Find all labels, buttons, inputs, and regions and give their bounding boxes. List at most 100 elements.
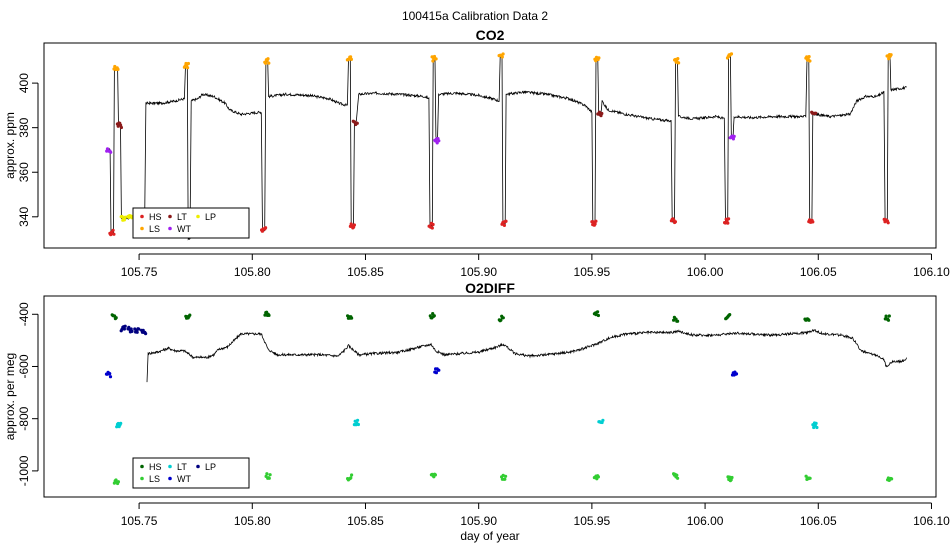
y-tick-label: 400	[17, 73, 31, 93]
series-line-black	[107, 54, 907, 241]
legend-item-wt: WT	[168, 224, 191, 234]
x-tick-label: 106.05	[800, 265, 837, 279]
panel-o2diff: O2DIFF approx. per meg day of year 105.75 10…	[3, 280, 950, 543]
calibration-point-ls	[804, 474, 812, 481]
calibration-point-ls	[429, 472, 437, 479]
y-tick-label: -1000	[17, 455, 31, 486]
calibration-point-hs	[723, 217, 731, 225]
x-tick-label: 105.90	[460, 265, 497, 279]
legend-label: LT	[177, 212, 187, 222]
calibration-point-hs	[184, 313, 192, 320]
calibration-point-hs	[427, 221, 435, 230]
x-tick-label: 105.95	[574, 265, 611, 279]
calibration-point-ls	[672, 472, 680, 480]
legend-swatch	[140, 476, 144, 481]
legend-item-lp: LP	[196, 462, 216, 472]
legend-label: LP	[205, 212, 216, 222]
calibration-point-ls	[673, 57, 681, 65]
calibration-point-lp	[133, 327, 141, 334]
calibration-point-ls	[500, 473, 508, 481]
legend: HS LS LT WT LP	[132, 457, 250, 489]
calibration-point-ls	[182, 61, 190, 70]
calibration-point-ls	[112, 64, 120, 72]
legend-label: LS	[149, 224, 160, 234]
panel-co2: CO2 approx. ppm 105.75 105.80 105.85 105.90 10…	[3, 27, 950, 279]
calibration-point-hs	[672, 315, 680, 323]
x-tick-label: 105.80	[234, 514, 271, 528]
x-tick-label: 105.75	[121, 265, 158, 279]
calibration-point-hs	[260, 226, 268, 233]
calibration-point-hs	[348, 222, 356, 230]
legend-item-ls: LS	[140, 224, 160, 234]
y-tick-label: -600	[17, 354, 31, 378]
x-tick-label: 105.75	[121, 514, 158, 528]
calibration-point-lt	[115, 421, 123, 429]
y-tick-label: 340	[17, 206, 31, 226]
legend-label: LS	[149, 474, 160, 484]
legend-swatch	[168, 464, 172, 469]
calibration-point-hs	[108, 228, 116, 237]
calibration-point-hs	[428, 312, 436, 320]
x-tick-label: 106.05	[800, 514, 837, 528]
legend-item-ls: LS	[140, 474, 160, 484]
legend-swatch	[196, 464, 200, 469]
calibration-point-ls	[497, 52, 505, 59]
calibration-point-lt	[351, 119, 359, 127]
legend-box	[132, 207, 250, 239]
calibration-point-lt	[810, 110, 818, 116]
legend-swatch	[140, 214, 144, 219]
legend-label: HS	[149, 462, 162, 472]
calibration-point-wt	[730, 370, 739, 377]
legend-item-wt: WT	[168, 474, 191, 484]
x-tick-label: 105.95	[574, 514, 611, 528]
calibration-point-ls	[346, 473, 354, 482]
calibration-point-ls	[804, 55, 812, 63]
legend-box	[132, 457, 250, 489]
legend-swatch	[168, 226, 172, 231]
panel-title: O2DIFF	[465, 280, 515, 296]
calibration-point-hs	[263, 310, 271, 317]
calibration-point-hs	[724, 313, 732, 321]
calibration-point-hs	[346, 314, 354, 320]
series-line-black	[146, 328, 907, 383]
y-axis-label: approx. ppm	[3, 112, 17, 179]
calibration-point-ls	[263, 57, 271, 65]
figure-title: 100415a Calibration Data 2	[402, 9, 548, 23]
x-axis-label: day of year	[460, 529, 519, 543]
calibration-point-ls	[886, 476, 894, 482]
calibration-point-hs	[500, 219, 508, 227]
x-tick-label: 105.85	[347, 265, 384, 279]
calibration-point-wt	[104, 370, 113, 379]
legend-item-lp: LP	[196, 212, 216, 222]
calibration-point-ls	[592, 474, 601, 481]
x-tick-label: 106.00	[687, 514, 724, 528]
calibration-point-hs	[592, 310, 601, 318]
calibration-point-hs	[883, 314, 891, 322]
calibration-point-hs	[497, 314, 505, 323]
calibration-point-lt	[352, 418, 360, 427]
calibration-point-lp	[119, 324, 127, 333]
legend-label: WT	[177, 224, 191, 234]
calibration-point-ls	[430, 54, 438, 63]
calibration-point-lt	[596, 110, 604, 118]
plot-frame	[43, 295, 937, 498]
legend-swatch	[168, 476, 172, 481]
legend-item-lt: LT	[168, 212, 187, 222]
y-tick-label: 360	[17, 162, 31, 182]
y-axis-label: approx. per meg	[3, 353, 17, 440]
y-tick-label: 380	[17, 117, 31, 137]
calibration-point-lp	[140, 328, 148, 336]
calibration-point-hs	[882, 217, 890, 225]
legend-swatch	[140, 464, 144, 469]
legend-label: LP	[205, 462, 216, 472]
calibration-point-lt	[115, 121, 123, 130]
legend-swatch	[196, 214, 200, 219]
calibration-point-ls	[112, 478, 120, 486]
x-tick-label: 105.90	[460, 514, 497, 528]
calibration-point-ls	[725, 52, 734, 60]
x-tick-label: 106.10	[913, 514, 950, 528]
x-tick-label: 105.85	[347, 514, 384, 528]
calibration-point-ls	[345, 55, 353, 62]
panel-title: CO2	[476, 27, 505, 43]
